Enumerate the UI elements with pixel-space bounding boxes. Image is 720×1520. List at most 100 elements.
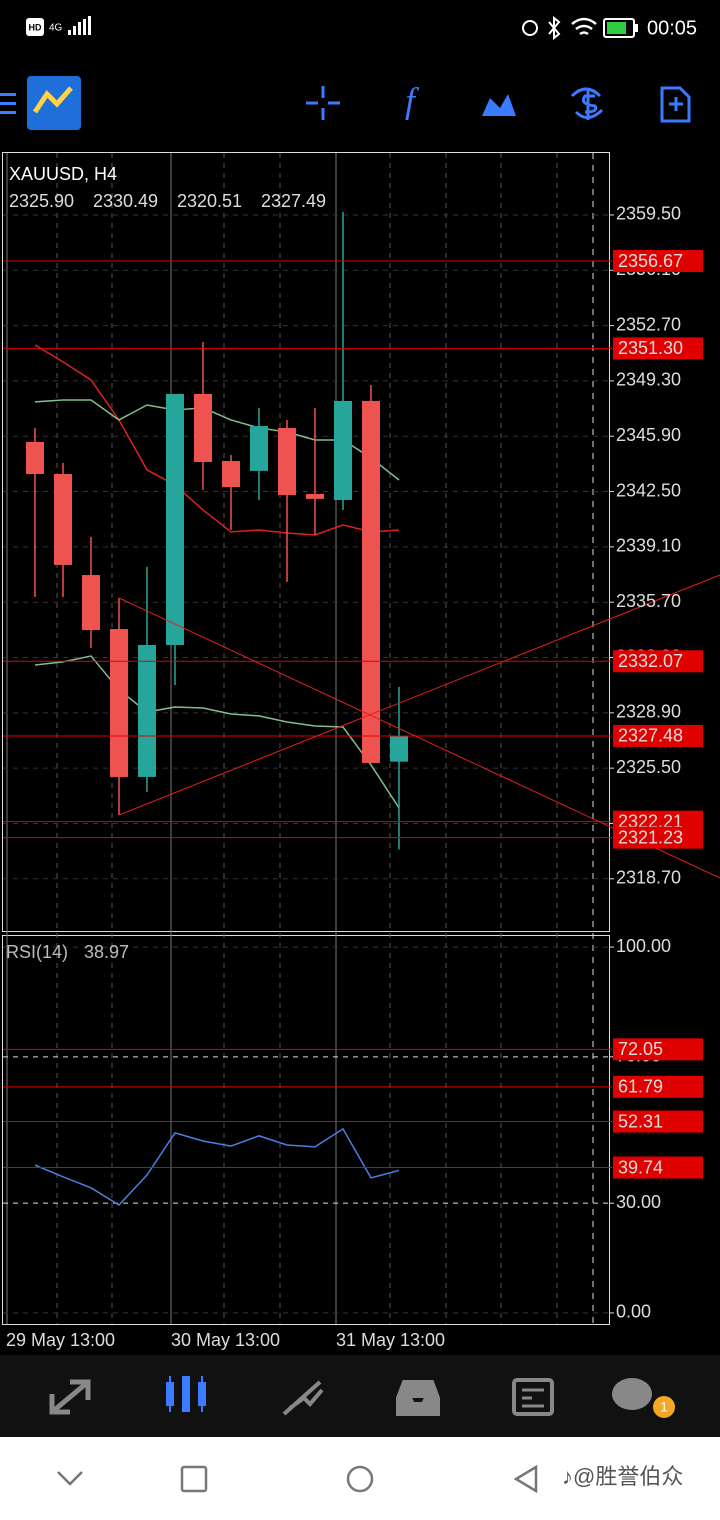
x-label: 29 May 13:00 [6, 1330, 115, 1350]
ohlc-value: 2330.49 [93, 191, 158, 211]
x-axis-labels: 29 May 13:00 30 May 13:00 31 May 13:00 [6, 1330, 445, 1350]
nav-home[interactable] [346, 1465, 374, 1493]
indicator-line [34, 344, 400, 536]
y-tick-label: 2335.70 [616, 591, 681, 611]
y-tick-label: 2359.50 [616, 204, 681, 224]
nav-recent[interactable] [180, 1465, 208, 1493]
candle-body [306, 494, 324, 499]
icon-bluetooth [548, 15, 561, 41]
crosshair-button[interactable] [306, 86, 340, 120]
signal [68, 16, 91, 35]
level-label: 2356.67 [618, 251, 683, 271]
app-logo [32, 86, 73, 114]
tab-quotes[interactable] [49, 1379, 91, 1415]
symbol: XAUUSD, H4 [9, 164, 117, 184]
tab-bar [0, 1355, 720, 1437]
ohlc-header: 2325.90 2330.49 2320.51 2327.49 [9, 191, 326, 211]
tab-trade[interactable] [282, 1380, 324, 1416]
level-label-box [613, 724, 703, 747]
level-label: 52.31 [618, 1111, 663, 1131]
ohlc-value: 2325.90 [9, 191, 74, 211]
y-tick-label: 30.00 [616, 1192, 661, 1212]
level-label-box [613, 1075, 703, 1098]
y-tick-label: 100.00 [616, 936, 671, 956]
y-tick-label: 2349.30 [616, 370, 681, 390]
candle-body [222, 460, 240, 488]
candle-body [250, 425, 268, 471]
candle-body [334, 400, 352, 501]
clock: 00:05 [647, 17, 697, 39]
objects-button[interactable] [482, 94, 516, 116]
indicator-line [34, 655, 400, 809]
nav-hide[interactable] [57, 1471, 83, 1486]
nav-back[interactable] [513, 1464, 538, 1494]
level-label: 39.74 [618, 1157, 663, 1177]
battery [603, 18, 635, 38]
vertical-grid [6, 153, 558, 1324]
battery-level [607, 22, 626, 34]
level-label: 2332.07 [618, 651, 683, 671]
level-label: 2321.23 [618, 827, 683, 847]
level-label-box [613, 1156, 703, 1179]
y-tick-label: 2345.90 [616, 425, 681, 445]
level-label-box [613, 250, 703, 273]
tab-news-lines [522, 1388, 544, 1408]
trend-line [118, 574, 720, 816]
candle-body [166, 393, 184, 645]
y-tick-label: 2325.50 [616, 757, 681, 777]
rsi-value: 38.97 [84, 942, 129, 962]
hd-badge [26, 18, 44, 36]
y-tick-label: 0.00 [616, 1302, 651, 1322]
watermark: ♪@胜誉伯众 [562, 1464, 683, 1489]
candle-body [82, 575, 100, 631]
level-label: 2327.48 [618, 726, 683, 746]
tab-news[interactable] [512, 1378, 554, 1416]
tab-chart[interactable] [166, 1376, 206, 1412]
candle-body [278, 427, 296, 495]
candle-body [26, 441, 44, 474]
indicators-button[interactable]: f [405, 80, 420, 120]
price-chart [3, 212, 614, 1314]
y-tick-label: 2342.50 [616, 480, 681, 500]
rsi-line [34, 1127, 400, 1206]
y-tick-label: 2318.70 [616, 868, 681, 888]
level-label-box [613, 650, 703, 673]
candle-body [362, 400, 380, 763]
rsi-title: RSI(14) [6, 942, 68, 962]
level-label: 72.05 [618, 1039, 663, 1059]
rsi-frame [2, 935, 610, 1325]
ohlc-value: 2327.49 [261, 191, 326, 211]
tab-history[interactable] [396, 1380, 440, 1416]
ohlc-value: 2320.51 [177, 191, 242, 211]
nav-bar [0, 1437, 720, 1520]
candle-body [138, 644, 156, 777]
candle-body [54, 473, 72, 565]
x-label: 31 May 13:00 [336, 1330, 445, 1350]
candle-body [110, 629, 128, 777]
level-label: 2351.30 [618, 338, 683, 358]
tab-messages[interactable] [612, 1378, 652, 1410]
y-tick-label: 2328.90 [616, 702, 681, 722]
candle-body [194, 393, 212, 462]
price-frame [2, 152, 610, 932]
candle-body [390, 735, 408, 762]
hd: HD [29, 22, 42, 32]
level-label: 2322.21 [618, 811, 683, 831]
y-tick-label: 2352.70 [616, 314, 681, 334]
level-label-box [613, 1038, 703, 1061]
icon-location [522, 20, 538, 36]
badge-count: 1 [660, 1399, 668, 1415]
new-order-button[interactable] [660, 86, 691, 123]
icon-wifi [571, 17, 597, 36]
y-tick-label: 2339.10 [616, 536, 681, 556]
menu-button[interactable] [0, 93, 16, 114]
x-label: 30 May 13:00 [171, 1330, 280, 1350]
badge [653, 1396, 675, 1418]
rsi-header: RSI(14) 38.97 [6, 942, 129, 962]
level-label-box [613, 1110, 703, 1133]
level-label-box [613, 826, 703, 849]
trade-button[interactable] [570, 87, 604, 120]
network: 4G [49, 23, 63, 34]
axis-labels: 2359.502356.102352.702349.302345.902342.… [613, 204, 703, 1322]
level-label-box [613, 337, 703, 360]
